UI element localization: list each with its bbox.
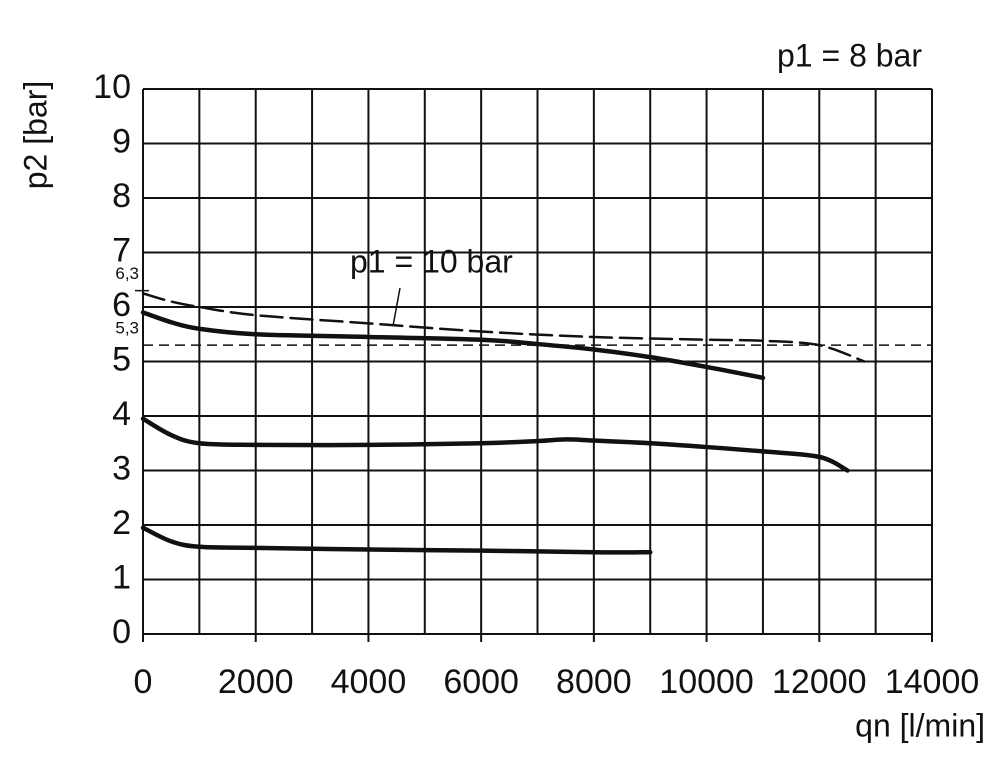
y-tick-label: 8 (112, 177, 131, 215)
x-axis-label: qn [l/min] (855, 707, 985, 743)
x-tick-label: 2000 (218, 663, 294, 701)
x-tick-label: 12000 (772, 663, 867, 701)
data-line (141, 292, 866, 363)
x-tick-label: 4000 (331, 663, 407, 701)
reference-label: 5,3 (115, 319, 139, 338)
data-line (140, 416, 850, 473)
x-tick-label: 8000 (556, 663, 632, 701)
x-tick-label: 0 (134, 663, 153, 701)
x-tick-label: 10000 (659, 663, 754, 701)
y-tick-label: 3 (112, 449, 131, 487)
y-tick-label: 5 (112, 340, 131, 378)
x-tick-label: 14000 (885, 663, 980, 701)
y-tick-label: 9 (112, 122, 131, 160)
y-tick-label: 10 (93, 68, 131, 106)
x-tick-label: 6000 (443, 663, 519, 701)
data-line (140, 310, 766, 381)
y-tick-label: 0 (112, 613, 131, 651)
y-tick-label: 2 (112, 504, 131, 542)
annotation: p1 = 10 bar (350, 243, 513, 279)
y-tick-label: 6 (112, 286, 131, 324)
annotation: p1 = 8 bar (777, 37, 922, 73)
reference-label: 6,3 (115, 264, 139, 283)
y-axis-label: p2 [bar] (17, 81, 53, 190)
y-tick-label: 7 (112, 231, 131, 269)
y-tick-label: 4 (112, 395, 131, 433)
data-line (140, 525, 653, 555)
y-tick-label: 1 (112, 558, 131, 596)
